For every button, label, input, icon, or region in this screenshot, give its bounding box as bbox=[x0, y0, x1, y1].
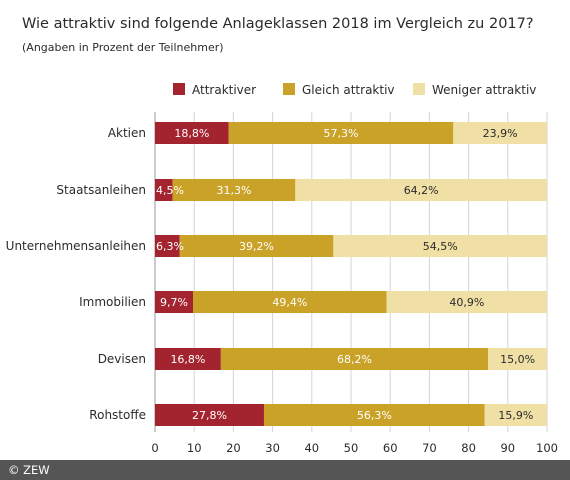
value-label-rohstoffe-attraktiver: 27,8% bbox=[192, 409, 227, 422]
value-label-staatsanleihen-attraktiver: 4,5% bbox=[156, 184, 184, 197]
legend-swatch-attraktiver bbox=[173, 83, 185, 95]
bar-aktien-gleich-attraktiv bbox=[228, 122, 454, 144]
value-label-devisen-attraktiver: 16,8% bbox=[170, 353, 205, 366]
bar-devisen-attraktiver bbox=[155, 348, 221, 370]
bar-rohstoffe-weniger-attraktiv bbox=[484, 404, 547, 426]
gridlines bbox=[154, 112, 548, 432]
bar-aktien-weniger-attraktiv bbox=[453, 122, 547, 144]
bar-unternehmensanleihen-attraktiver bbox=[155, 235, 180, 257]
bars bbox=[155, 122, 547, 426]
value-label-unternehmensanleihen-gleich-attraktiv: 39,2% bbox=[239, 240, 274, 253]
bar-staatsanleihen-weniger-attraktiv bbox=[295, 179, 547, 201]
value-label-aktien-gleich-attraktiv: 57,3% bbox=[324, 127, 359, 140]
x-tick-label-10: 10 bbox=[187, 441, 202, 455]
value-label-immobilien-attraktiver: 9,7% bbox=[160, 296, 188, 309]
x-tick-label-20: 20 bbox=[226, 441, 241, 455]
bar-immobilien-weniger-attraktiv bbox=[386, 291, 547, 313]
copyright-credit: © ZEW bbox=[8, 463, 50, 477]
category-label-rohstoffe: Rohstoffe bbox=[89, 408, 146, 422]
bar-devisen-gleich-attraktiv bbox=[220, 348, 489, 370]
bar-rohstoffe-attraktiver bbox=[155, 404, 264, 426]
bar-rohstoffe-gleich-attraktiv bbox=[263, 404, 485, 426]
value-label-staatsanleihen-gleich-attraktiv: 31,3% bbox=[217, 184, 252, 197]
chart-subtitle: (Angaben in Prozent der Teilnehmer) bbox=[22, 41, 224, 54]
value-label-unternehmensanleihen-weniger-attraktiv: 54,5% bbox=[423, 240, 458, 253]
bar-immobilien-gleich-attraktiv bbox=[193, 291, 387, 313]
x-tick-label-30: 30 bbox=[265, 441, 280, 455]
x-tick-label-70: 70 bbox=[422, 441, 437, 455]
x-tick-label-50: 50 bbox=[344, 441, 359, 455]
footer-bar: © ZEW bbox=[0, 460, 570, 480]
x-axis: 0 10 20 30 40 50 60 70 80 90 100 bbox=[151, 441, 558, 455]
category-label-unternehmensanleihen: Unternehmensanleihen bbox=[6, 239, 146, 253]
bar-devisen-weniger-attraktiv bbox=[488, 348, 547, 370]
value-label-devisen-weniger-attraktiv: 15,0% bbox=[500, 353, 535, 366]
legend-label-gleich-attraktiv: Gleich attraktiv bbox=[302, 83, 395, 97]
bar-aktien-attraktiver bbox=[155, 122, 229, 144]
category-label-staatsanleihen: Staatsanleihen bbox=[56, 183, 146, 197]
value-label-immobilien-weniger-attraktiv: 40,9% bbox=[449, 296, 484, 309]
x-tick-label-0: 0 bbox=[151, 441, 158, 455]
category-label-devisen: Devisen bbox=[98, 352, 146, 366]
bar-staatsanleihen-gleich-attraktiv bbox=[172, 179, 296, 201]
x-tick-label-80: 80 bbox=[461, 441, 476, 455]
stacked-bar-chart: Attraktiver Gleich attraktiv Weniger attra… bbox=[6, 83, 558, 455]
x-tick-label-60: 60 bbox=[383, 441, 398, 455]
value-label-immobilien-gleich-attraktiv: 49,4% bbox=[272, 296, 307, 309]
legend-label-weniger-attraktiv: Weniger attraktiv bbox=[432, 83, 536, 97]
x-tick-label-90: 90 bbox=[500, 441, 515, 455]
category-label-aktien: Aktien bbox=[108, 126, 146, 140]
chart-title: Wie attraktiv sind folgende Anlageklasse… bbox=[22, 16, 534, 32]
labels: Aktien 18,8% 57,3% 23,9% Staatsanleihen 4,5% 3… bbox=[6, 126, 535, 422]
value-label-staatsanleihen-weniger-attraktiv: 64,2% bbox=[404, 184, 439, 197]
chart-legend: Attraktiver Gleich attraktiv Weniger attra… bbox=[173, 83, 536, 97]
bar-immobilien-attraktiver bbox=[155, 291, 194, 313]
legend-label-attraktiver: Attraktiver bbox=[192, 83, 256, 97]
value-label-devisen-gleich-attraktiv: 68,2% bbox=[337, 353, 372, 366]
value-label-aktien-weniger-attraktiv: 23,9% bbox=[483, 127, 518, 140]
x-tick-label-100: 100 bbox=[536, 441, 558, 455]
bar-unternehmensanleihen-gleich-attraktiv bbox=[179, 235, 334, 257]
legend-swatch-gleich-attraktiv bbox=[283, 83, 295, 95]
legend-swatch-weniger-attraktiv bbox=[413, 83, 425, 95]
bar-unternehmensanleihen-weniger-attraktiv bbox=[333, 235, 547, 257]
value-label-rohstoffe-weniger-attraktiv: 15,9% bbox=[498, 409, 533, 422]
x-tick-label-40: 40 bbox=[304, 441, 319, 455]
category-label-immobilien: Immobilien bbox=[79, 295, 146, 309]
bar-staatsanleihen-attraktiver bbox=[155, 179, 173, 201]
value-label-aktien-attraktiver: 18,8% bbox=[174, 127, 209, 140]
value-label-unternehmensanleihen-attraktiver: 6,3% bbox=[156, 240, 184, 253]
value-label-rohstoffe-gleich-attraktiv: 56,3% bbox=[357, 409, 392, 422]
